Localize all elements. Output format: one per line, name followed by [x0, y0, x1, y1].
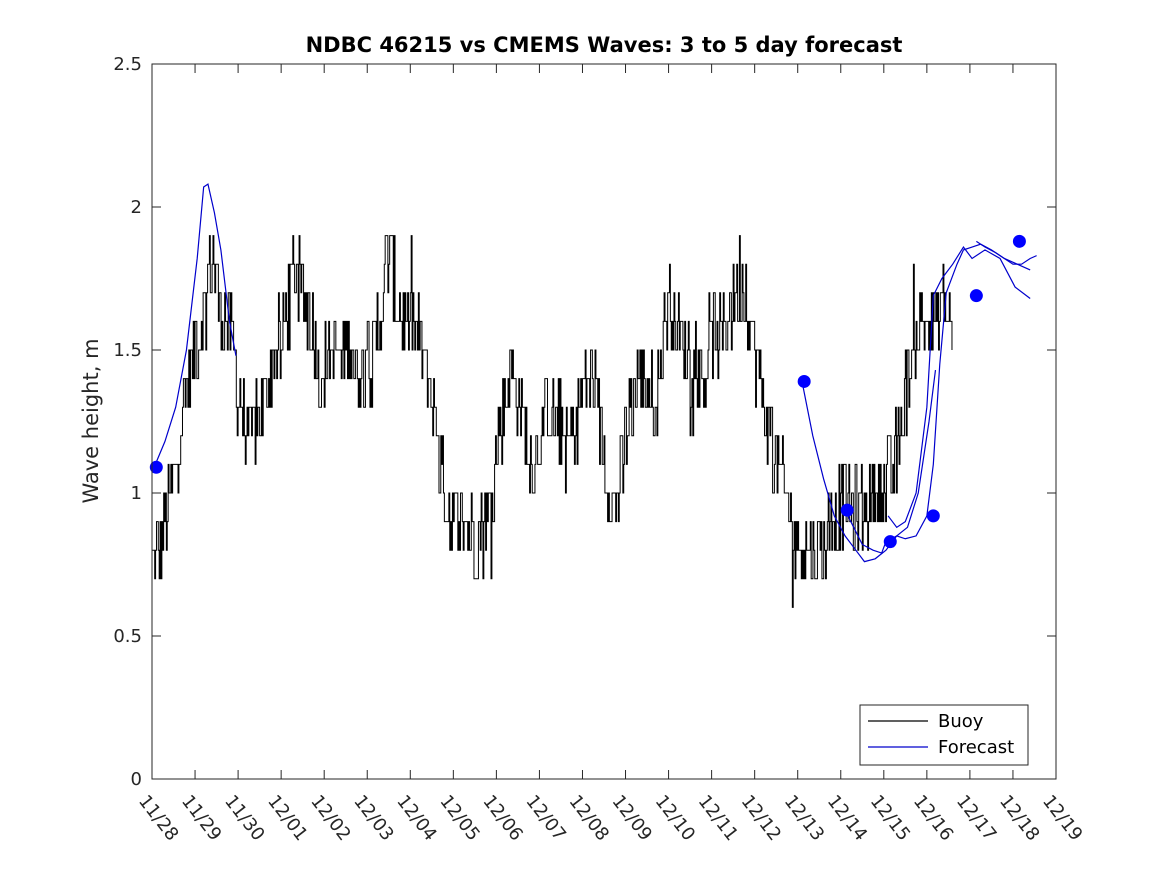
forecast-marker-1 [149, 460, 163, 474]
y-tick-label: 2 [131, 197, 142, 218]
y-axis-ticks: 0 0.5 1 1.5 2 2.5 [113, 54, 1056, 790]
legend: Buoy Forecast [859, 704, 1029, 766]
forecast-series-line-1 [153, 183, 237, 468]
chart-title: NDBC 46215 vs CMEMS Waves: 3 to 5 day fo… [306, 33, 903, 57]
forecast-marker-4 [883, 535, 897, 549]
legend-forecast-label: Forecast [938, 737, 1014, 758]
y-tick-label: 0.5 [113, 626, 142, 647]
forecast-marker-7 [1012, 234, 1026, 248]
legend-buoy-label: Buoy [938, 711, 984, 732]
y-tick-label: 1.5 [113, 340, 142, 361]
forecast-series-line-5 [976, 240, 1037, 265]
y-axis-label: Wave height, m [79, 338, 103, 503]
forecast-marker-5 [926, 509, 940, 523]
forecast-series-line-4 [887, 245, 1031, 529]
forecast-marker-2 [797, 374, 811, 388]
forecast-marker-3 [840, 503, 854, 517]
legend-box [859, 704, 1029, 766]
y-tick-label: 1 [131, 483, 142, 504]
y-tick-label: 0 [131, 769, 142, 790]
y-tick-label: 2.5 [113, 54, 142, 75]
plot-area [152, 64, 1056, 779]
plot-frame [151, 63, 1057, 780]
series-layer [152, 183, 1037, 608]
forecast-marker-6 [969, 289, 983, 303]
marker-layer [149, 234, 1026, 549]
forecast-series-line-2 [801, 369, 937, 563]
buoy-series-line [152, 235, 953, 608]
